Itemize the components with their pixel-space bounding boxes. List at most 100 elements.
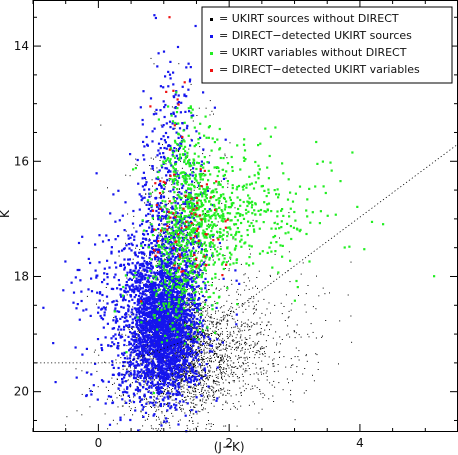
data-point — [138, 299, 141, 303]
data-point — [222, 338, 224, 340]
data-point — [322, 287, 324, 289]
data-point — [198, 363, 201, 366]
data-point — [146, 376, 147, 378]
data-point — [154, 296, 156, 298]
data-point — [205, 320, 207, 322]
data-point — [181, 408, 183, 410]
data-point — [166, 355, 169, 358]
data-point — [184, 326, 186, 328]
data-point — [213, 399, 215, 401]
data-point — [190, 396, 192, 398]
data-point — [184, 322, 186, 324]
data-point — [225, 345, 227, 347]
data-point — [125, 242, 127, 244]
data-point — [242, 362, 244, 364]
data-point — [230, 306, 232, 308]
data-point — [161, 202, 163, 204]
data-point — [164, 258, 166, 260]
data-point — [305, 354, 307, 356]
data-point — [145, 322, 148, 325]
data-point — [192, 347, 193, 349]
data-point — [173, 331, 175, 333]
data-point — [207, 396, 209, 398]
data-point — [128, 373, 130, 375]
data-point — [257, 287, 258, 289]
data-point — [207, 312, 209, 314]
data-point — [178, 370, 181, 374]
data-point — [203, 359, 205, 360]
data-point — [221, 372, 223, 374]
data-point — [132, 328, 133, 330]
data-point — [211, 333, 213, 334]
data-point — [185, 369, 188, 372]
data-point — [224, 390, 226, 392]
data-point — [272, 363, 274, 365]
data-point — [288, 382, 289, 384]
data-point — [235, 394, 237, 396]
data-point — [168, 402, 171, 405]
data-point — [141, 352, 144, 355]
data-point — [139, 310, 142, 313]
data-point — [164, 377, 167, 380]
data-point — [143, 384, 145, 386]
data-point — [248, 404, 250, 406]
data-point — [135, 332, 138, 336]
data-point — [253, 305, 255, 307]
data-point — [207, 334, 209, 336]
data-point — [146, 344, 148, 346]
data-point — [207, 289, 209, 291]
data-point — [123, 361, 126, 364]
data-point — [158, 237, 160, 239]
data-point — [205, 428, 207, 430]
data-point — [189, 333, 191, 335]
data-point — [112, 384, 114, 385]
data-point — [212, 340, 214, 342]
data-point — [206, 289, 208, 291]
data-point — [106, 306, 107, 308]
data-point — [193, 386, 195, 388]
data-point — [240, 334, 242, 336]
data-point — [191, 316, 193, 318]
data-point — [193, 317, 195, 319]
data-point — [218, 290, 220, 291]
data-point — [172, 373, 174, 374]
data-point — [228, 382, 230, 383]
data-point — [220, 388, 222, 390]
data-point — [239, 344, 241, 346]
data-point — [133, 269, 136, 272]
data-point — [149, 260, 151, 262]
data-point — [232, 366, 233, 368]
data-point — [130, 375, 132, 377]
data-point — [268, 356, 270, 358]
data-point — [164, 186, 166, 188]
data-point — [139, 352, 142, 355]
data-point — [160, 231, 162, 233]
data-point — [180, 382, 182, 384]
data-point — [204, 323, 206, 325]
data-point — [190, 362, 192, 364]
data-point — [213, 331, 215, 333]
data-point — [258, 350, 260, 352]
data-point — [179, 367, 183, 371]
data-point — [159, 294, 162, 297]
data-point — [198, 392, 200, 393]
data-point — [148, 240, 150, 242]
data-point — [149, 238, 150, 240]
data-point — [179, 374, 181, 376]
data-point — [181, 399, 183, 401]
data-point — [216, 390, 217, 391]
data-point — [190, 293, 193, 296]
data-point — [145, 262, 148, 265]
data-point — [217, 310, 219, 312]
data-point — [172, 225, 174, 227]
data-points — [42, 14, 436, 433]
data-point — [172, 388, 174, 389]
data-point — [164, 330, 167, 333]
data-point — [223, 372, 225, 374]
data-point — [265, 372, 267, 374]
data-point — [149, 213, 151, 215]
data-point — [262, 397, 264, 399]
data-point — [122, 394, 124, 395]
data-point — [212, 394, 214, 396]
data-point — [172, 376, 173, 378]
